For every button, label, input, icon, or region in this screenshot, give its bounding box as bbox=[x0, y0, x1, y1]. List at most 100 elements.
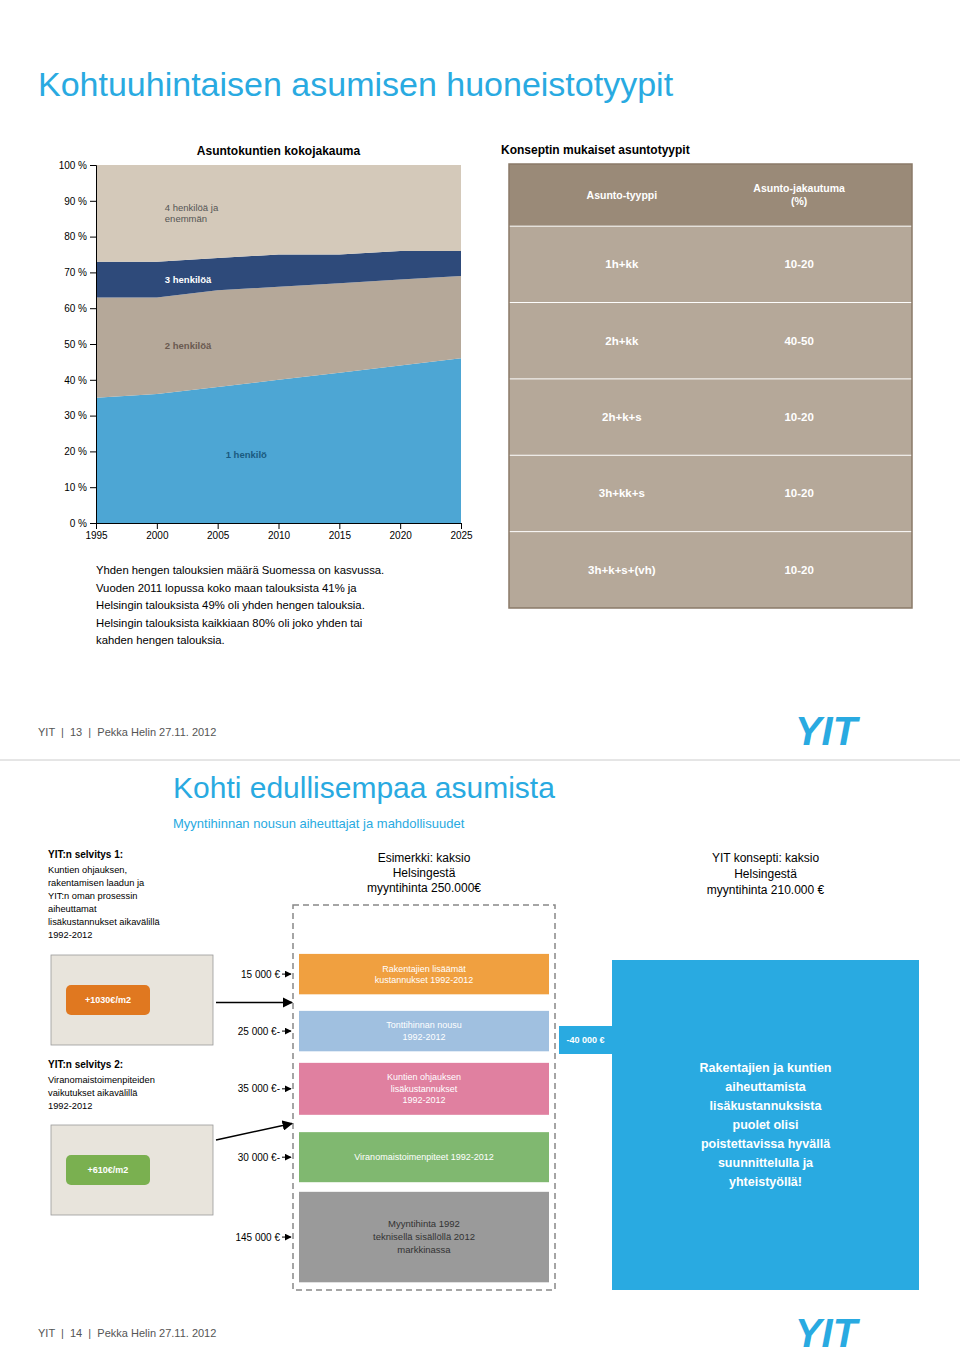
connector-arrow bbox=[216, 1123, 292, 1140]
table-cell: 2h+k+s bbox=[602, 411, 642, 423]
result-text-line: puolet olisi bbox=[733, 1118, 799, 1132]
cost-box bbox=[299, 1011, 549, 1051]
report-text: Viranomaistoimenpiteidenvaikutukset aika… bbox=[48, 1075, 155, 1111]
table-cell: 10-20 bbox=[784, 487, 813, 499]
chart-title: Asuntokuntien kokojakauma bbox=[197, 144, 361, 158]
table-header-cell-line: Asunto-jakautuma bbox=[753, 182, 845, 194]
report-title: YIT:n selvitys 2: bbox=[48, 1059, 123, 1070]
stamp-text: +1030€/m2 bbox=[85, 995, 131, 1005]
table-border bbox=[509, 164, 912, 608]
result-text: Rakentajien ja kuntienaiheuttamistalisäk… bbox=[700, 1061, 832, 1189]
table-cell-line: 3h+k+s+(vh) bbox=[588, 564, 656, 576]
table-cell: 10-20 bbox=[784, 564, 813, 576]
badge-arrow bbox=[559, 1020, 628, 1060]
page-title-line: Kohtuuhintaisen asumisen huoneistotyypit bbox=[38, 65, 674, 103]
cost-amount: 35 000 €- bbox=[238, 1083, 280, 1094]
page-divider bbox=[0, 760, 960, 761]
report-title-line: YIT:n selvitys 1: bbox=[48, 849, 123, 860]
stamp bbox=[66, 1155, 150, 1185]
footer: YIT | 14 | Pekka Helin 27.11. 2012 bbox=[38, 1327, 216, 1339]
x-axis-tick: 2020 bbox=[390, 523, 413, 541]
x-axis-line bbox=[97, 524, 462, 530]
report-title: YIT:n selvitys 1: bbox=[48, 849, 123, 860]
report-text-line: rakentamisen laadun ja bbox=[48, 878, 145, 888]
table-cell: 3h+kk+s bbox=[599, 487, 645, 499]
y-axis-tick: 70 % bbox=[64, 267, 96, 278]
report-text-line: vaikutukset aikavälillä bbox=[48, 1088, 138, 1098]
y-axis-tick-mark bbox=[90, 344, 96, 345]
text-block-line: Helsingin talouksista 49% oli yhden heng… bbox=[96, 599, 365, 611]
y-axis-tick-label: 70 % bbox=[64, 267, 87, 278]
table-divider bbox=[509, 378, 912, 379]
x-axis-tick-label: 2010 bbox=[268, 530, 291, 541]
cost-amount: 30 000 €- bbox=[238, 1152, 280, 1163]
amount-arrow bbox=[282, 1237, 291, 1238]
base-label-line: markkinassa bbox=[397, 1244, 451, 1255]
y-axis-tick-mark bbox=[90, 308, 96, 309]
result-title-line: Helsingestä bbox=[734, 867, 797, 881]
badge-text: -40 000 € bbox=[566, 1035, 604, 1045]
series-label-line: 4 henkilöä ja bbox=[165, 202, 219, 213]
cost-label-line: 1992-2012 bbox=[402, 1032, 445, 1042]
document-image bbox=[51, 955, 213, 1045]
report-title-line: YIT:n selvitys 2: bbox=[48, 1059, 123, 1070]
result-box bbox=[612, 960, 919, 1290]
example-title-line: Helsingestä bbox=[393, 866, 456, 880]
series-label-line: 1 henkilö bbox=[226, 449, 267, 460]
x-axis-tick-label: 1995 bbox=[85, 530, 108, 541]
x-axis-tick-label: 2000 bbox=[146, 530, 169, 541]
base-box bbox=[299, 1192, 549, 1282]
stamp-text-line: +1030€/m2 bbox=[85, 995, 131, 1005]
cost-amount-line: 30 000 €- bbox=[238, 1152, 280, 1163]
y-axis-tick: 60 % bbox=[64, 303, 96, 314]
badge-text-line: -40 000 € bbox=[566, 1035, 604, 1045]
cost-label-line: lisäkustannukset bbox=[391, 1084, 458, 1094]
text-block: Yhden hengen talouksien määrä Suomessa o… bbox=[96, 564, 384, 646]
y-axis-tick-mark bbox=[90, 416, 96, 417]
x-axis-tick-label: 2015 bbox=[329, 530, 352, 541]
base-label-line: Myyntihinta 1992 bbox=[388, 1218, 460, 1229]
table-header bbox=[509, 164, 912, 226]
cost-label-line: Viranomaistoimenpiteet 1992-2012 bbox=[354, 1152, 493, 1162]
amount-arrow bbox=[282, 1031, 291, 1032]
text-block-line: Helsingin talouksista kaikkiaan 80% oli … bbox=[96, 617, 362, 629]
table-cell-line: 3h+kk+s bbox=[599, 487, 645, 499]
y-axis-tick-label: 20 % bbox=[64, 446, 87, 457]
text-block-line: Yhden hengen talouksien määrä Suomessa o… bbox=[96, 564, 384, 576]
footer-line: YIT | 13 | Pekka Helin 27.11. 2012 bbox=[38, 726, 216, 738]
table-divider bbox=[509, 455, 912, 456]
table-cell-line: 10-20 bbox=[784, 258, 813, 270]
series-label: 4 henkilöä jaenemmän bbox=[165, 202, 219, 224]
x-axis-tick: 1995 bbox=[85, 523, 108, 541]
cost-amount: 145 000 € bbox=[236, 1232, 281, 1243]
series-label-line: 3 henkilöä bbox=[165, 274, 212, 285]
y-axis-tick-mark bbox=[90, 523, 96, 524]
result-text-line: aiheuttamista bbox=[725, 1080, 807, 1094]
page-subtitle-line: Myyntihinnan nousun aiheuttajat ja mahdo… bbox=[173, 816, 465, 831]
table-cell: 40-50 bbox=[784, 335, 813, 347]
cost-label: Tonttihinnan nousu 1992-2012 bbox=[386, 1020, 462, 1042]
cost-label-line: Tonttihinnan nousu bbox=[386, 1020, 462, 1030]
result-text-line: yhteistyöllä! bbox=[729, 1175, 802, 1189]
y-axis-tick-label: 60 % bbox=[64, 303, 87, 314]
table-divider bbox=[509, 226, 912, 227]
table-divider bbox=[509, 531, 912, 532]
y-axis-tick-mark bbox=[90, 487, 96, 488]
cost-label-line: kustannukset 1992-2012 bbox=[375, 975, 474, 985]
logo: YIT bbox=[795, 709, 861, 753]
cost-amount: 25 000 €- bbox=[238, 1026, 280, 1037]
y-axis-tick-mark bbox=[90, 272, 96, 273]
text-block-line: Vuoden 2011 lopussa koko maan talouksist… bbox=[96, 582, 357, 594]
report-text-line: lisäkustannukset aikavälillä bbox=[48, 917, 160, 927]
y-axis-tick-label: 0 % bbox=[70, 518, 87, 529]
x-axis-tick: 2015 bbox=[329, 523, 352, 541]
result-text-line: suunnittelulla ja bbox=[718, 1156, 814, 1170]
cost-label-line: 1992-2012 bbox=[402, 1095, 445, 1105]
cost-box bbox=[299, 954, 549, 994]
x-axis-tick-label: 2005 bbox=[207, 530, 230, 541]
y-axis-tick-mark bbox=[90, 380, 96, 381]
y-axis-tick: 90 % bbox=[64, 196, 96, 207]
table-title: Konseptin mukaiset asuntotyypit bbox=[501, 143, 690, 157]
report-text-line: 1992-2012 bbox=[48, 930, 92, 940]
x-axis-tick: 2010 bbox=[268, 523, 291, 541]
